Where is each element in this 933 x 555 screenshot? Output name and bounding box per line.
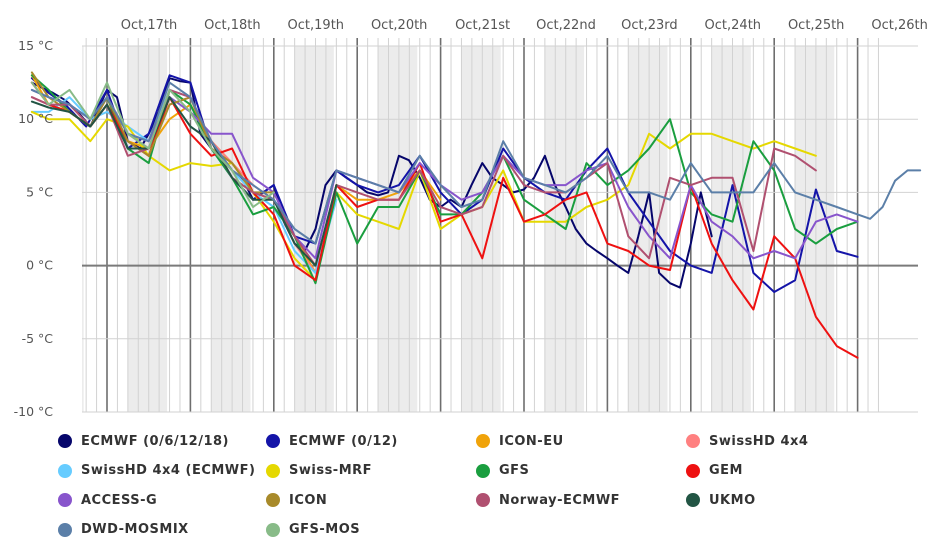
legend-item[interactable]: SwissHD 4x4 (686, 430, 808, 452)
y-tick-label: 5 °C (26, 184, 53, 199)
legend-marker-icon (476, 463, 490, 478)
legend-item[interactable]: DWD-MOSMIX (58, 519, 189, 541)
night-band (795, 46, 835, 412)
night-bands (82, 46, 835, 412)
legend-item[interactable]: ECMWF (0/6/12/18) (58, 430, 229, 452)
series-lines (30, 71, 922, 359)
temperature-chart: Oct,17th Oct,18th Oct,19th Oct,20th Oct,21st… (14, 18, 928, 419)
legend-item[interactable]: GFS-MOS (266, 519, 360, 541)
series-line (30, 81, 275, 208)
night-band (628, 46, 668, 412)
horizontal-gridlines (82, 45, 918, 413)
night-band (211, 46, 251, 412)
legend-label: GFS-MOS (289, 522, 361, 537)
y-tick-label: 10 °C (18, 111, 53, 126)
legend-marker-icon (58, 434, 72, 448)
x-tick-label: Oct,26th (871, 18, 928, 33)
x-tick-label: Oct,24th (705, 18, 762, 33)
legend-marker-icon (266, 434, 280, 448)
legend-marker-icon (686, 463, 700, 478)
legend-marker-icon (686, 493, 700, 507)
legend-marker-icon (686, 434, 700, 448)
legend-item[interactable]: SwissHD 4x4 (ECMWF) (58, 460, 255, 482)
legend-item[interactable]: ECMWF (0/12) (266, 430, 398, 452)
x-tick-label: Oct,21st (455, 18, 510, 33)
legend-item[interactable]: ICON-EU (476, 430, 564, 452)
legend-item[interactable]: Norway-ECMWF (476, 489, 620, 511)
x-tick-label: Oct,25th (788, 18, 845, 33)
series-line (30, 96, 338, 267)
y-axis-tick-labels: 15 °C 10 °C 5 °C 0 °C -5 °C -10 °C (14, 38, 54, 419)
legend-label: DWD-MOSMIX (81, 522, 189, 537)
legend-item[interactable]: UKMO (686, 489, 756, 511)
legend-label: ECMWF (0/12) (289, 433, 398, 449)
legend-marker-icon (266, 463, 280, 478)
y-tick-label: -5 °C (22, 331, 54, 346)
legend-item[interactable]: GFS (476, 460, 529, 482)
series-line (30, 77, 713, 289)
legend-label: ICON (289, 492, 328, 508)
legend-label: ECMWF (0/6/12/18) (81, 433, 230, 449)
y-tick-label: 0 °C (26, 258, 53, 273)
y-tick-label: 15 °C (18, 38, 53, 53)
series-line (30, 74, 859, 293)
legend-label: GFS (499, 463, 530, 478)
night-band (82, 46, 84, 412)
legend-label: ACCESS-G (81, 492, 158, 508)
y-tick-label: -10 °C (14, 404, 54, 419)
legend-item[interactable]: ICON (266, 489, 327, 511)
x-tick-label: Oct,23rd (621, 18, 678, 33)
legend-label: SwissHD 4x4 (ECMWF) (81, 463, 256, 478)
legend-label: ICON-EU (499, 433, 564, 449)
legend-marker-icon (476, 493, 490, 507)
legend-marker-icon (58, 522, 72, 537)
legend-marker-icon (58, 493, 72, 507)
x-tick-label: Oct,20th (371, 18, 428, 33)
x-tick-label: Oct,19th (288, 18, 345, 33)
legend-marker-icon (476, 434, 490, 448)
chart-legend: ECMWF (0/6/12/18) ECMWF (0/12) ICON-EU Swis… (0, 428, 933, 553)
legend-marker-icon (266, 493, 280, 507)
x-tick-label: Oct,18th (204, 18, 261, 33)
legend-item[interactable]: Swiss-MRF (266, 460, 372, 482)
x-tick-label: Oct,22nd (536, 18, 596, 33)
x-axis-tick-labels: Oct,17th Oct,18th Oct,19th Oct,20th Oct,21st… (121, 18, 928, 33)
vertical-gridlines (85, 38, 879, 412)
legend-label: GEM (709, 463, 743, 478)
night-band (711, 46, 751, 412)
legend-marker-icon (58, 463, 72, 478)
legend-label: Swiss-MRF (289, 463, 373, 478)
legend-marker-icon (266, 522, 280, 537)
legend-label: Norway-ECMWF (499, 492, 621, 508)
legend-label: UKMO (709, 492, 756, 508)
x-tick-label: Oct,17th (121, 18, 178, 33)
legend-label: SwissHD 4x4 (709, 433, 809, 449)
series-line (30, 81, 922, 245)
legend-item[interactable]: ACCESS-G (58, 489, 157, 511)
legend-item[interactable]: GEM (686, 460, 743, 482)
